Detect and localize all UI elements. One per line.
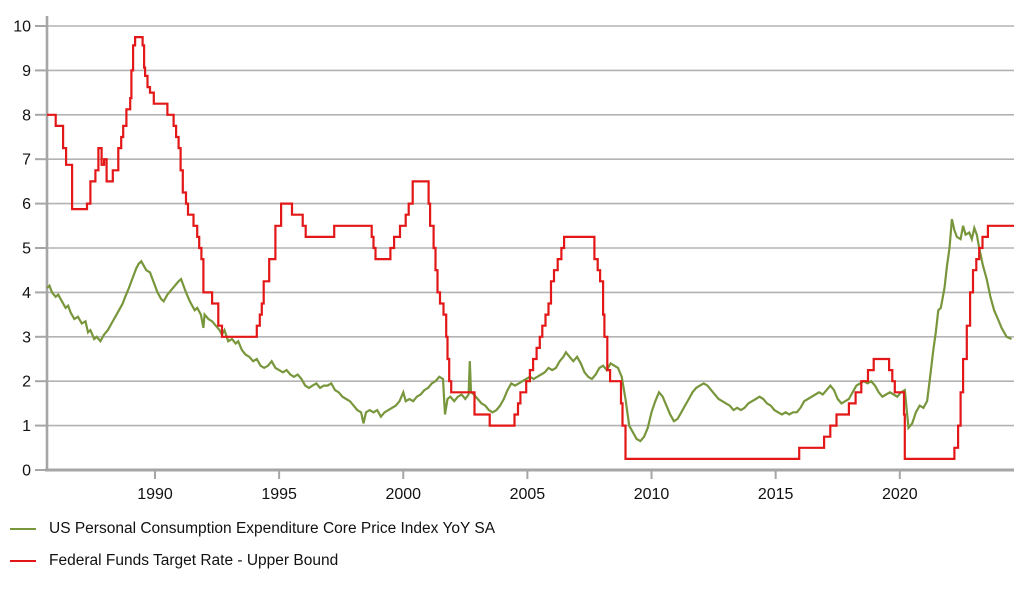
y-tick-label: 4 [22,285,31,302]
x-tick-label: 2000 [385,486,421,503]
x-tick-label: 1995 [261,486,297,503]
y-tick-label: 1 [22,418,31,435]
pce-line-swatch-icon [10,527,36,530]
x-tick-label: 1990 [137,486,173,503]
y-tick-label: 10 [13,19,31,36]
x-tick-label: 2015 [758,486,794,503]
ffr-line-swatch-icon [10,559,36,562]
y-tick-label: 3 [22,329,31,346]
y-tick-label: 0 [22,463,31,480]
legend-item-ffr: Federal Funds Target Rate - Upper Bound [10,550,495,571]
x-tick-label: 2005 [510,486,546,503]
line-chart-canvas: 0 1 2 3 4 5 6 7 8 9 10 1990 1995 2000 2005 2010 2015 2020 [13,16,1014,503]
chart-legend: US Personal Consumption Expenditure Core… [10,518,495,571]
ffr-series-line [47,36,1014,460]
y-tick-label: 5 [22,241,31,258]
pce-legend-label: US Personal Consumption Expenditure Core… [49,519,496,537]
y-tick-label: 9 [22,63,31,80]
ffr-legend-label: Federal Funds Target Rate - Upper Bound [49,551,339,569]
legend-item-pce: US Personal Consumption Expenditure Core… [10,518,495,539]
pce-series-line [46,218,1012,443]
x-tick-label: 2020 [882,486,918,503]
x-tick-label: 2010 [634,486,670,503]
y-tick-label: 6 [22,196,31,213]
y-tick-label: 2 [22,374,31,391]
y-tick-label: 7 [22,152,31,169]
y-tick-label: 8 [22,107,31,124]
